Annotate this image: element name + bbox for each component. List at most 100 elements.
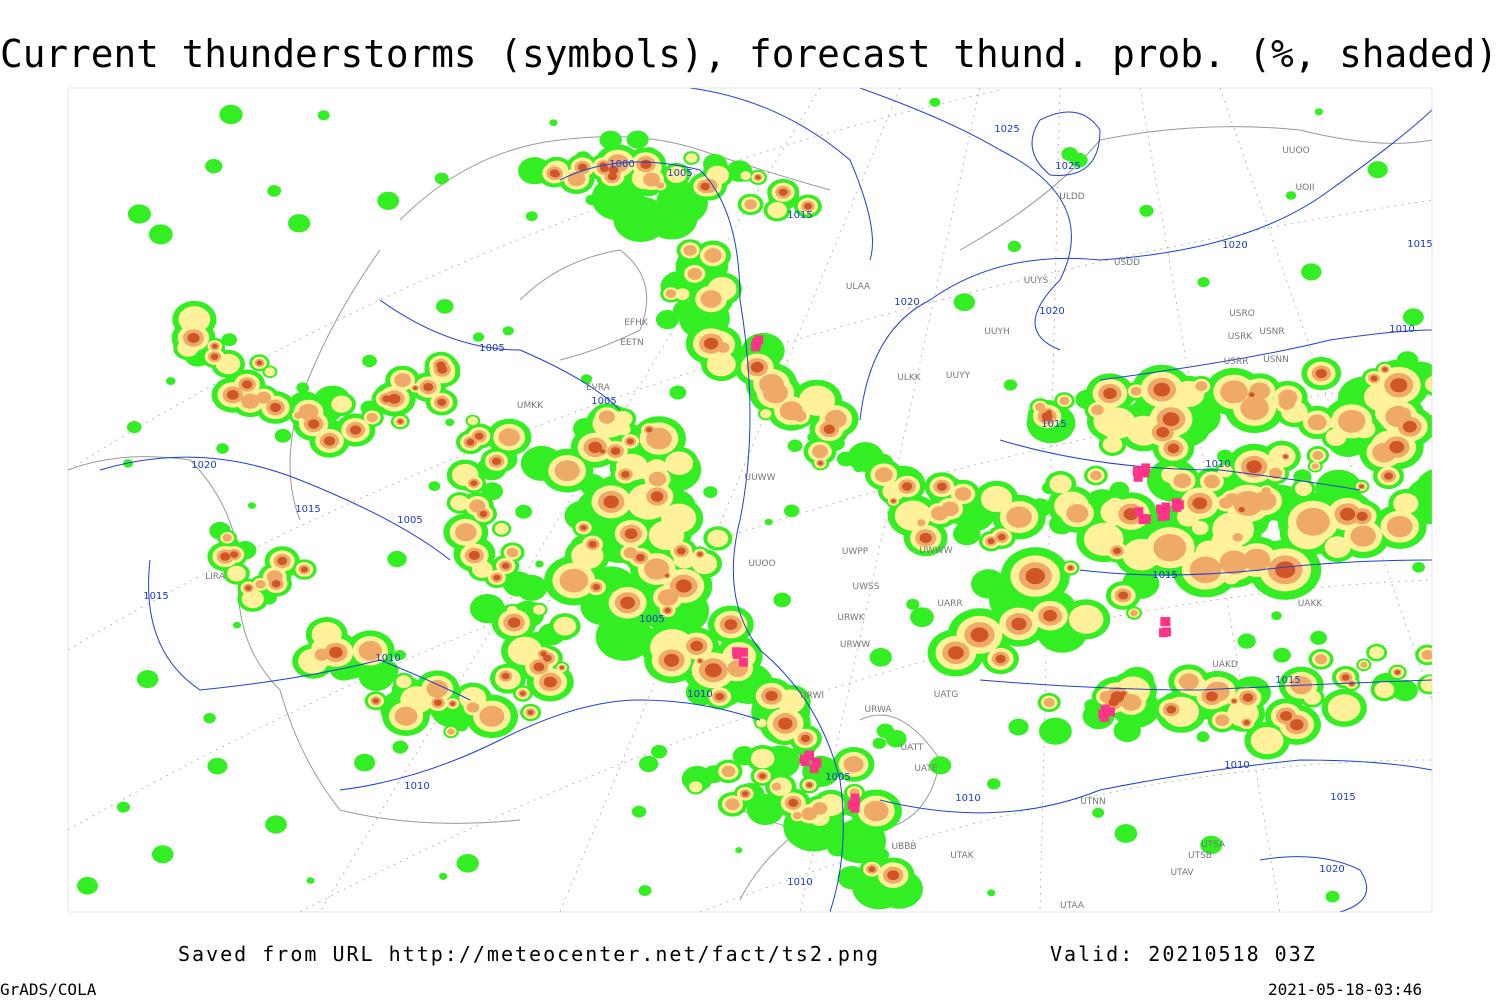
storm-symbol: [738, 647, 748, 657]
shade-cell: [428, 481, 441, 491]
shade-cell: [577, 163, 588, 172]
isobar: [559, 161, 844, 912]
shade-cell: [274, 428, 292, 443]
shade-cell: [1271, 611, 1282, 621]
shade-cell: [987, 889, 996, 897]
shade-cell: [340, 659, 364, 679]
shade-cell: [716, 342, 730, 353]
shade-cell: [267, 185, 282, 197]
coastline: [959, 126, 1432, 251]
shade-cell: [651, 745, 668, 759]
shade-cell: [270, 402, 281, 413]
shade-cell: [646, 427, 653, 433]
isobar: [689, 88, 873, 261]
meridian: [1219, 88, 1432, 701]
shade-cell: [470, 480, 478, 487]
station-label: LIRA: [205, 572, 226, 582]
isobar-label: 1005: [639, 614, 664, 625]
storm-symbol: [1161, 502, 1171, 512]
shade-cell: [891, 499, 896, 503]
shade-cell: [1301, 263, 1322, 281]
shade-cell: [1162, 412, 1180, 427]
shade-cell: [987, 538, 995, 545]
shade-cell: [212, 343, 218, 349]
shade-cell: [620, 596, 635, 609]
shade-cell: [459, 687, 487, 710]
shade-cell: [588, 441, 602, 454]
station-label: UUWW: [745, 473, 776, 483]
shade-cell: [683, 245, 697, 256]
shade-cell: [1285, 191, 1297, 200]
shade-cell: [1139, 204, 1154, 217]
shade-cell: [1394, 670, 1401, 675]
shade-cell: [1246, 460, 1262, 474]
shade-cell: [1039, 717, 1072, 745]
shade-cell: [656, 182, 665, 189]
isobar-label: 1010: [787, 877, 812, 888]
shade-cell: [704, 663, 722, 678]
station-label: USRR: [1224, 357, 1249, 367]
shade-cell: [690, 640, 703, 652]
shade-cell: [1384, 472, 1393, 480]
shade-cell: [646, 196, 698, 240]
shade-cell: [1250, 727, 1284, 755]
shade-cell: [203, 713, 216, 724]
shade-cell: [220, 552, 231, 561]
shade-cell: [502, 326, 514, 336]
shade-cell: [784, 504, 800, 518]
shade-cell: [1122, 538, 1161, 571]
shade-cell: [265, 815, 287, 834]
shade-cell: [1192, 497, 1208, 510]
isobar-label: 1020: [1319, 864, 1344, 875]
shade-cell: [1156, 426, 1170, 438]
shade-cell: [767, 202, 787, 219]
shade-cell: [298, 403, 319, 421]
shade-cell: [498, 428, 520, 447]
shade-cell: [439, 872, 448, 880]
shade-cell: [658, 589, 678, 606]
map-title: Current thunderstorms (symbols), forecas…: [0, 32, 1498, 76]
isobar-label: 1010: [687, 689, 712, 700]
shade-cell: [778, 717, 793, 730]
shade-cell: [1402, 420, 1417, 433]
shade-cell: [650, 491, 664, 502]
shade-cell: [288, 214, 311, 233]
shade-cell: [1403, 308, 1424, 326]
isobar-label: 1020: [894, 297, 919, 308]
shade-cell: [724, 619, 738, 630]
shade-cell: [1280, 711, 1292, 721]
shade-cell: [207, 757, 228, 775]
shade-cell: [1310, 630, 1327, 645]
shade-cell: [824, 409, 847, 429]
isobar: [148, 559, 471, 701]
station-label: USNR: [1259, 327, 1284, 337]
shade-cell: [843, 756, 864, 773]
shade-cell: [980, 485, 1013, 513]
shade-cell: [906, 598, 920, 610]
shade-cell: [869, 648, 892, 667]
shade-cell: [607, 172, 618, 181]
shade-cell: [948, 646, 964, 660]
shade-cell: [1232, 533, 1243, 542]
valid-time: Valid: 20210518 03Z: [1050, 942, 1317, 966]
station-label: EFHK: [624, 318, 649, 328]
shade-cell: [1003, 379, 1018, 391]
shade-cell: [664, 607, 671, 614]
isobars: [99, 88, 1432, 912]
shade-cell: [792, 812, 802, 820]
shade-cell: [221, 333, 237, 347]
station-label: USNN: [1263, 355, 1289, 365]
shade-cell: [516, 574, 548, 601]
shade-cell: [1414, 469, 1432, 512]
shade-cell: [1196, 731, 1210, 742]
shade-cell: [372, 698, 380, 704]
station-label: UWPP: [842, 547, 869, 557]
shade-cell: [760, 409, 772, 419]
isobar-label: 1015: [1330, 792, 1355, 803]
shade-cell: [646, 427, 672, 450]
shade-cell: [1269, 467, 1283, 479]
shade-cell: [1006, 506, 1032, 528]
shade-cell: [887, 870, 900, 881]
shade-cell: [874, 467, 893, 483]
